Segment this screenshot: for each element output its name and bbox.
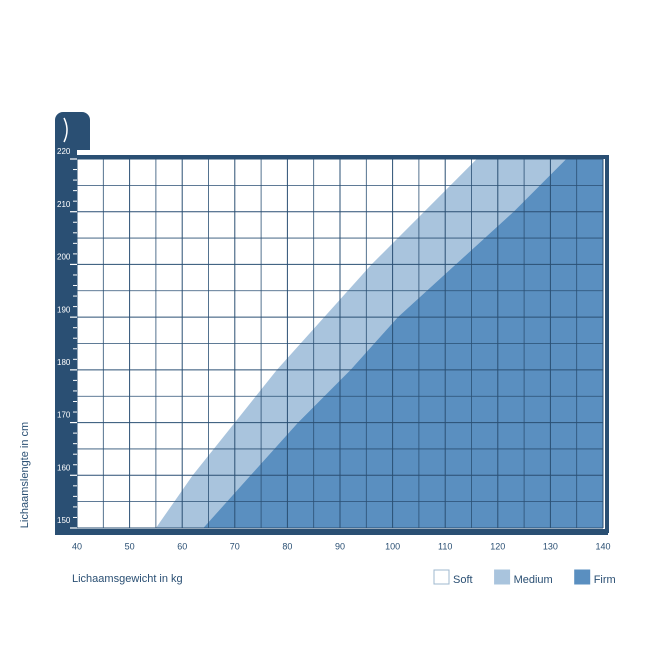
legend: Soft Medium Firm [433,569,616,586]
y-tick-label: 150 [57,516,71,525]
legend-label: Soft [453,574,473,586]
x-tick-label: 80 [282,541,292,551]
x-tick-label: 90 [335,541,345,551]
y-tick-label: 200 [57,253,71,262]
ruler-tab [55,112,90,150]
y-axis-label: Lichaamslengte in cm [19,422,31,528]
ruler-icon [63,117,68,143]
x-tick-label: 100 [385,541,400,551]
x-axis-label: Lichaamsgewicht in kg [72,573,183,585]
x-tick-label: 40 [72,541,82,551]
legend-label: Firm [594,574,616,586]
x-tick-label: 120 [490,541,505,551]
legend-swatch [433,569,450,585]
y-tick-label: 160 [57,463,71,472]
y-tick-label: 190 [57,305,71,314]
x-tick-label: 110 [438,541,452,551]
plot-frame [73,155,609,533]
ruler [55,150,77,535]
x-tick-label: 70 [230,541,240,551]
y-tick-label: 220 [57,147,71,156]
y-tick-label: 170 [57,411,71,420]
legend-label: Medium [514,574,553,586]
x-tick-label: 140 [595,541,610,551]
plot-area [76,158,604,529]
legend-swatch [494,569,511,585]
y-tick-label: 180 [57,358,71,367]
legend-swatch [574,569,591,585]
y-tick-label: 210 [57,200,71,209]
x-tick-label: 130 [543,541,558,551]
x-tick-label: 60 [177,541,187,551]
x-tick-label: 50 [125,541,135,551]
